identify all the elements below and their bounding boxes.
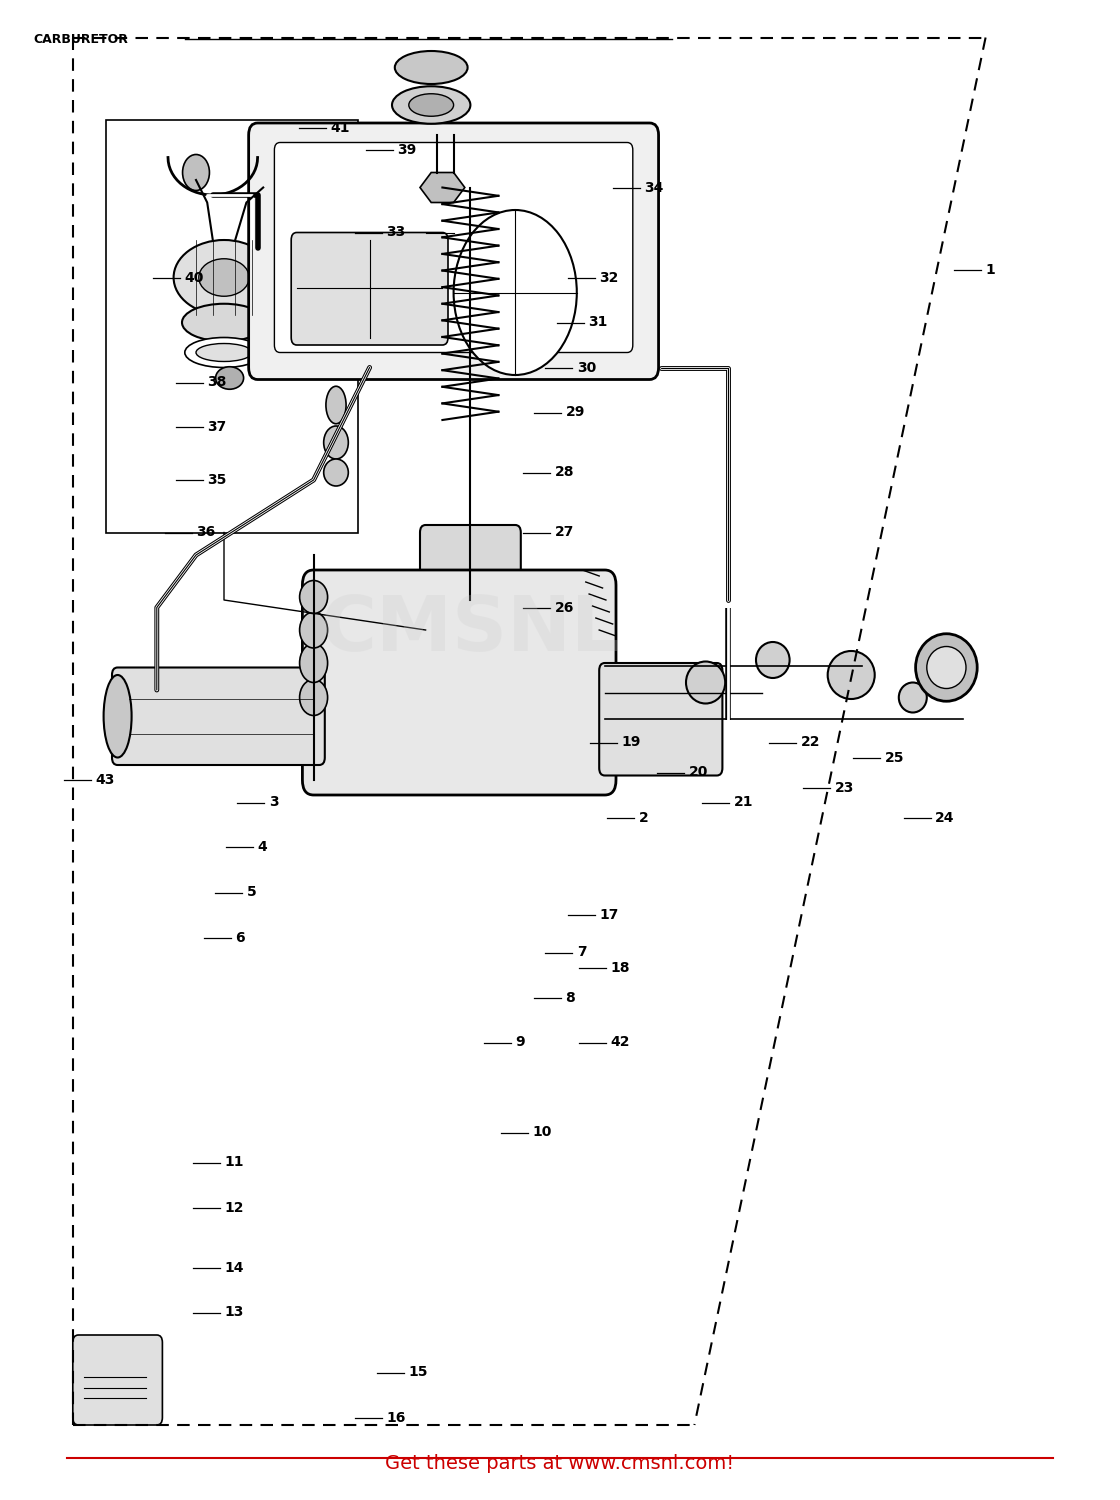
Text: 19: 19 [622, 735, 641, 750]
Text: 24: 24 [935, 810, 954, 825]
FancyBboxPatch shape [291, 232, 448, 345]
Ellipse shape [181, 303, 267, 342]
Ellipse shape [437, 158, 504, 188]
Text: 17: 17 [599, 908, 618, 922]
Ellipse shape [103, 675, 132, 758]
Text: 37: 37 [207, 420, 226, 435]
Ellipse shape [926, 646, 965, 688]
Text: 36: 36 [196, 525, 215, 540]
Text: 9: 9 [515, 1035, 525, 1050]
Ellipse shape [828, 651, 875, 699]
Ellipse shape [439, 178, 502, 196]
FancyBboxPatch shape [249, 123, 659, 380]
Text: 25: 25 [885, 750, 904, 765]
Text: 16: 16 [386, 1410, 405, 1425]
Text: 39: 39 [398, 142, 417, 158]
Text: 10: 10 [532, 1125, 551, 1140]
Circle shape [255, 159, 282, 195]
Text: CMSNL: CMSNL [320, 592, 620, 668]
Ellipse shape [450, 246, 491, 264]
Text: 27: 27 [554, 525, 573, 540]
Ellipse shape [324, 426, 348, 459]
Text: 13: 13 [224, 1305, 243, 1320]
Ellipse shape [448, 209, 493, 226]
Ellipse shape [174, 240, 274, 315]
Text: 35: 35 [207, 472, 226, 488]
Ellipse shape [898, 682, 927, 712]
Text: 31: 31 [588, 315, 607, 330]
Ellipse shape [300, 580, 328, 614]
Text: 43: 43 [95, 772, 114, 788]
Circle shape [454, 210, 577, 375]
Ellipse shape [419, 224, 432, 242]
Text: 26: 26 [554, 600, 573, 615]
Text: CARBURETOR: CARBURETOR [34, 33, 129, 46]
FancyBboxPatch shape [599, 663, 722, 776]
FancyBboxPatch shape [302, 570, 616, 795]
FancyBboxPatch shape [274, 142, 633, 352]
Ellipse shape [459, 336, 482, 354]
Ellipse shape [326, 387, 346, 423]
Ellipse shape [448, 140, 493, 162]
Ellipse shape [685, 662, 726, 704]
Text: 41: 41 [330, 120, 349, 135]
Ellipse shape [457, 306, 484, 324]
Text: 32: 32 [599, 270, 618, 285]
Ellipse shape [454, 276, 487, 294]
Text: 34: 34 [644, 180, 663, 195]
Text: 29: 29 [566, 405, 585, 420]
Text: 1: 1 [986, 262, 996, 278]
Ellipse shape [196, 344, 252, 362]
Text: 42: 42 [610, 1035, 629, 1050]
Text: 38: 38 [207, 375, 226, 390]
Ellipse shape [756, 642, 790, 678]
Text: 28: 28 [554, 465, 573, 480]
Text: 30: 30 [577, 360, 596, 375]
Ellipse shape [394, 51, 468, 84]
FancyBboxPatch shape [73, 1335, 162, 1425]
Text: 18: 18 [610, 960, 629, 975]
Text: 15: 15 [409, 1365, 428, 1380]
Text: 20: 20 [689, 765, 708, 780]
Text: 3: 3 [269, 795, 279, 810]
Text: 23: 23 [834, 780, 853, 795]
Ellipse shape [199, 258, 249, 297]
Ellipse shape [324, 459, 348, 486]
Text: 2: 2 [638, 810, 648, 825]
Text: 33: 33 [386, 225, 405, 240]
Ellipse shape [300, 612, 328, 648]
Text: 8: 8 [566, 990, 576, 1005]
Text: 40: 40 [185, 270, 204, 285]
Text: 5: 5 [246, 885, 256, 900]
Text: 7: 7 [577, 945, 587, 960]
Ellipse shape [300, 644, 328, 682]
Ellipse shape [185, 338, 263, 368]
FancyBboxPatch shape [420, 525, 521, 645]
Ellipse shape [409, 93, 454, 117]
Text: 22: 22 [801, 735, 820, 750]
Text: 12: 12 [224, 1200, 243, 1215]
Ellipse shape [300, 680, 328, 716]
Ellipse shape [915, 633, 977, 700]
Text: 11: 11 [224, 1155, 243, 1170]
Ellipse shape [215, 368, 244, 390]
Ellipse shape [392, 86, 470, 124]
Text: 14: 14 [224, 1260, 243, 1275]
Text: 21: 21 [734, 795, 753, 810]
Text: 4: 4 [258, 840, 268, 855]
FancyBboxPatch shape [112, 668, 325, 765]
Text: 6: 6 [235, 930, 245, 945]
Circle shape [183, 154, 209, 190]
Text: Get these parts at www.cmsnl.com!: Get these parts at www.cmsnl.com! [385, 1454, 735, 1473]
Polygon shape [420, 172, 465, 202]
